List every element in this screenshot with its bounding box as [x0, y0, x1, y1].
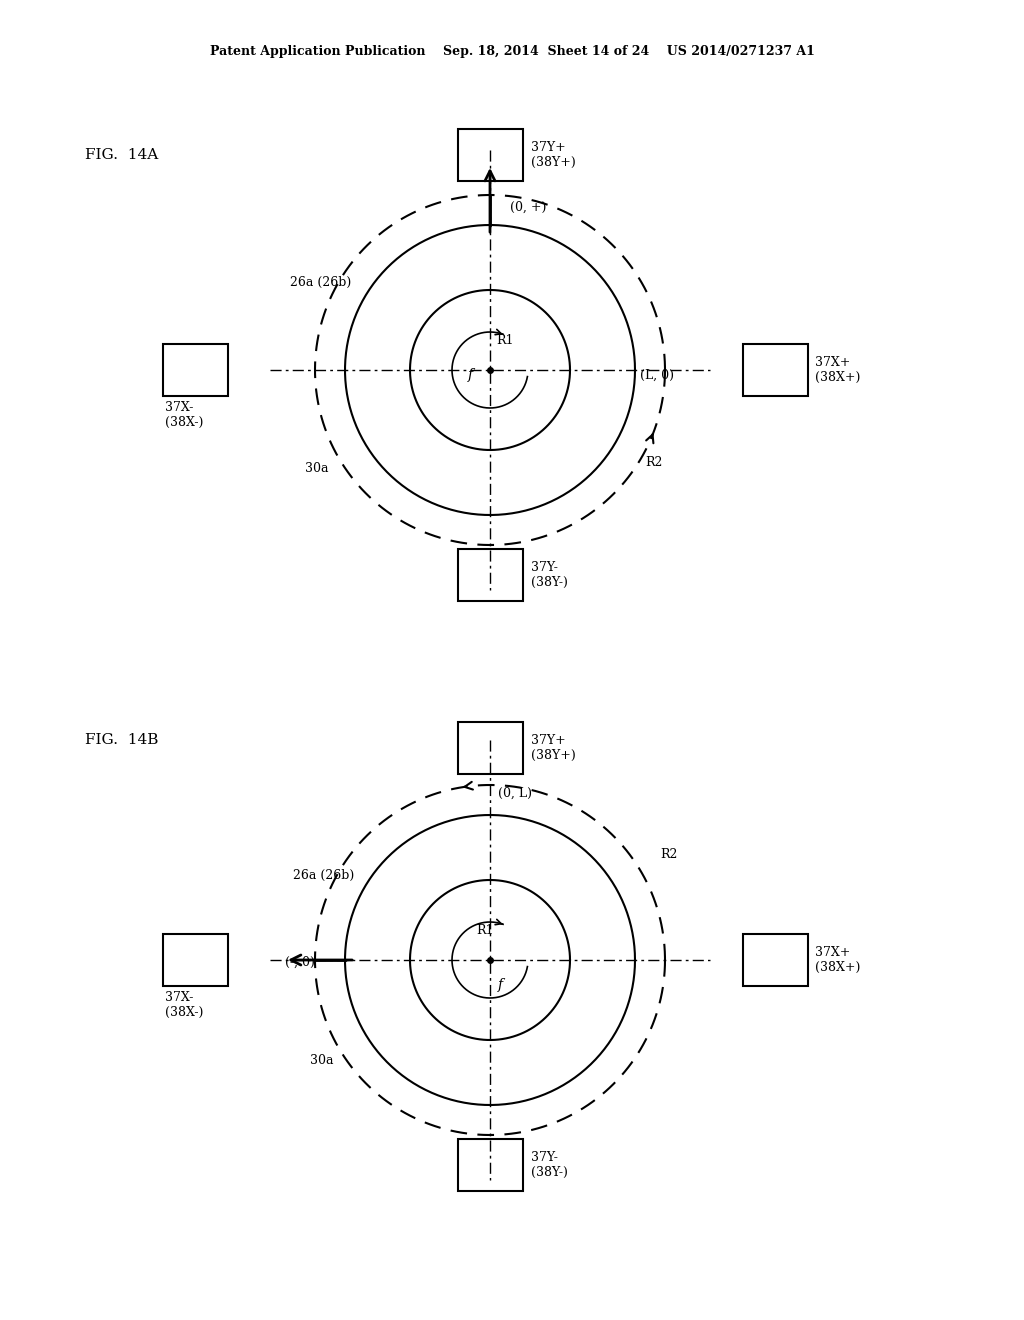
Text: 37X+
(38X+): 37X+ (38X+) — [815, 946, 861, 974]
Bar — [458, 549, 522, 601]
Text: 37X+
(38X+): 37X+ (38X+) — [815, 356, 861, 384]
Text: R1: R1 — [476, 924, 494, 936]
Text: (0, +): (0, +) — [510, 201, 547, 214]
Text: 26a (26b): 26a (26b) — [290, 276, 351, 289]
Text: f: f — [498, 978, 503, 993]
Bar — [458, 129, 522, 181]
Text: 37Y+
(38Y+): 37Y+ (38Y+) — [530, 734, 575, 762]
Text: (L, 0): (L, 0) — [640, 368, 674, 381]
Text: 37Y-
(38Y-): 37Y- (38Y-) — [530, 1151, 567, 1179]
Text: 30a: 30a — [305, 462, 329, 474]
Text: R1: R1 — [497, 334, 514, 346]
Text: f: f — [467, 368, 472, 381]
Bar — [163, 345, 227, 396]
Bar — [163, 935, 227, 986]
Text: 26a (26b): 26a (26b) — [293, 869, 354, 882]
Bar — [458, 1139, 522, 1191]
Text: (0, L): (0, L) — [498, 787, 532, 800]
Text: 37X-
(38X-): 37X- (38X-) — [165, 991, 203, 1019]
Text: 37Y+
(38Y+): 37Y+ (38Y+) — [530, 141, 575, 169]
Text: Patent Application Publication    Sep. 18, 2014  Sheet 14 of 24    US 2014/02712: Patent Application Publication Sep. 18, … — [210, 45, 814, 58]
Bar — [742, 935, 808, 986]
Text: (-, 0): (-, 0) — [285, 956, 314, 969]
Bar — [742, 345, 808, 396]
Text: R2: R2 — [645, 455, 663, 469]
Text: 30a: 30a — [310, 1053, 334, 1067]
Text: FIG.  14B: FIG. 14B — [85, 733, 159, 747]
Bar — [458, 722, 522, 774]
Text: 37X-
(38X-): 37X- (38X-) — [165, 401, 203, 429]
Text: FIG.  14A: FIG. 14A — [85, 148, 159, 162]
Text: 37Y-
(38Y-): 37Y- (38Y-) — [530, 561, 567, 589]
Text: R2: R2 — [660, 849, 677, 862]
